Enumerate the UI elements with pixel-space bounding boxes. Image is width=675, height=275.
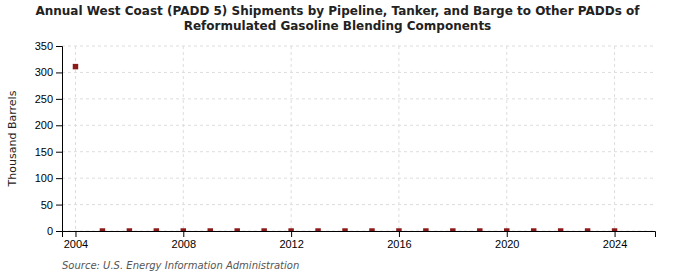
tick-mark <box>291 231 292 237</box>
tick-mark <box>56 46 62 47</box>
tick-mark <box>56 231 62 232</box>
title: Annual West Coast (PADD 5) Shipments by … <box>35 4 640 33</box>
tick-label: 2012 <box>279 238 303 250</box>
y-axis: 0 50 100 150 200 250 300 350 <box>35 40 63 237</box>
point <box>181 228 186 231</box>
point <box>612 228 617 231</box>
tick: 2024 <box>603 231 627 250</box>
x-axis: 2004 2008 2012 2016 2020 2024 <box>63 231 656 250</box>
grid-line-y <box>62 98 655 99</box>
tick: 2020 <box>495 231 519 250</box>
point <box>423 228 428 231</box>
tick-label: 350 <box>35 40 53 52</box>
tick-mark <box>615 231 616 237</box>
point <box>208 228 213 231</box>
grid-line-x <box>183 46 184 231</box>
tick-mark <box>56 152 62 153</box>
tick-mark <box>507 231 508 237</box>
point <box>261 228 266 231</box>
tick-mark <box>399 231 400 237</box>
tick-mark <box>56 125 62 126</box>
tick-label: 2004 <box>64 238 88 250</box>
grid-line-y <box>62 125 655 126</box>
tick-label: 2020 <box>495 238 519 250</box>
plot: 2004 2008 2012 2016 2020 2024 0 50 100 150 200 250 3… <box>6 40 656 250</box>
tick-label: 2016 <box>387 238 411 250</box>
axis-line <box>56 47 63 232</box>
grid-line-y <box>62 46 655 47</box>
point <box>585 228 590 231</box>
tick-label: 50 <box>41 199 53 211</box>
y-axis-label: Thousand Barrels <box>6 90 19 187</box>
grid-line-x <box>614 46 615 231</box>
grid-line-y <box>62 72 655 73</box>
point <box>504 228 509 231</box>
point <box>558 228 563 231</box>
tick: 350 <box>35 40 62 52</box>
tick-label: 2024 <box>603 238 627 250</box>
tick: 2016 <box>387 231 411 250</box>
grid-line-x <box>506 46 507 231</box>
point <box>342 228 347 231</box>
tick-label: 100 <box>35 172 53 184</box>
tick: 2008 <box>172 231 196 250</box>
grid-line-y <box>62 178 655 179</box>
tick-mark <box>56 72 62 73</box>
tick: 2012 <box>279 231 303 250</box>
tick: 50 <box>41 199 62 211</box>
point <box>288 228 293 231</box>
chart: Annual West Coast (PADD 5) Shipments by … <box>0 0 675 275</box>
tick-mark <box>56 205 62 206</box>
tick-label: 300 <box>35 66 53 78</box>
grid-line-x <box>398 46 399 231</box>
title-line: Reformulated Gasoline Blending Component… <box>184 19 492 33</box>
tick: 0 <box>47 225 62 237</box>
grid-line-y <box>62 151 655 152</box>
tick-label: 200 <box>35 119 53 131</box>
annotation: Source: U.S. Energy Information Administ… <box>62 260 299 271</box>
point <box>531 228 536 231</box>
point <box>154 228 159 231</box>
point <box>450 228 455 231</box>
tick: 2004 <box>64 231 88 250</box>
tick: 300 <box>35 66 62 78</box>
tick-mark <box>75 231 76 237</box>
point <box>100 228 105 231</box>
grid-line-x <box>75 46 76 231</box>
axis-line <box>63 232 656 238</box>
tick: 200 <box>35 119 62 131</box>
tick-label: 2008 <box>172 238 196 250</box>
marks <box>73 64 618 231</box>
tick-label: 250 <box>35 93 53 105</box>
grid-line-y <box>62 204 655 205</box>
point <box>127 228 132 231</box>
tick-label: 0 <box>47 225 53 237</box>
grid <box>62 46 655 231</box>
point <box>73 64 78 69</box>
tick: 250 <box>35 93 62 105</box>
tick-mark <box>56 99 62 100</box>
point <box>315 228 320 231</box>
tick-mark <box>56 178 62 179</box>
grid-line-x <box>291 46 292 231</box>
point <box>396 228 401 231</box>
point <box>234 228 239 231</box>
tick: 100 <box>35 172 62 184</box>
title-line: Annual West Coast (PADD 5) Shipments by … <box>35 4 640 18</box>
point <box>369 228 374 231</box>
tick-label: 150 <box>35 146 53 158</box>
point <box>477 228 482 231</box>
tick: 150 <box>35 146 62 158</box>
tick-mark <box>183 231 184 237</box>
